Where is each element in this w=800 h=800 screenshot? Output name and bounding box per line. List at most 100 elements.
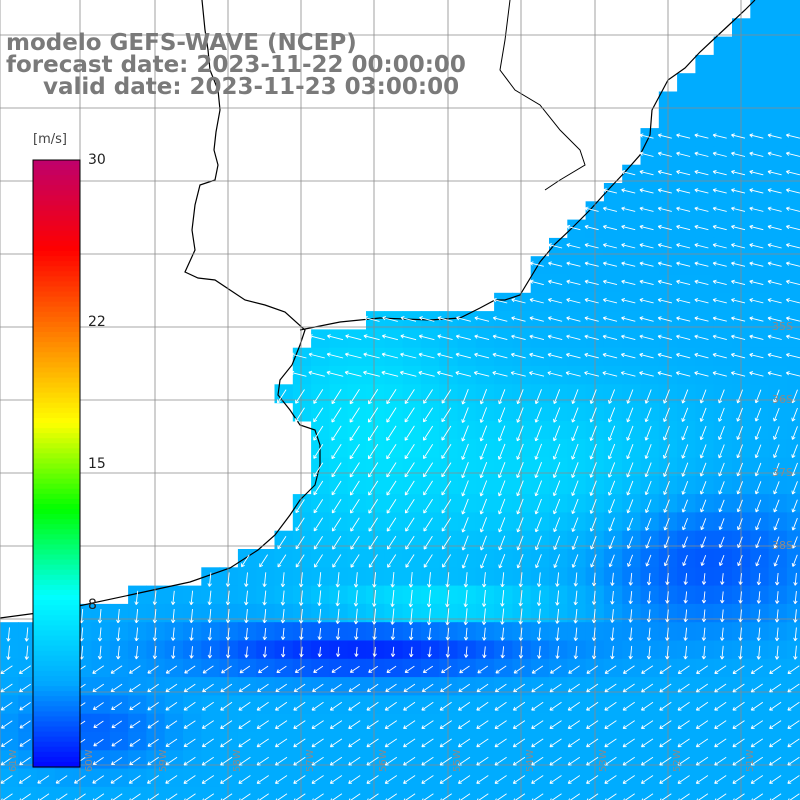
wind-arrow xyxy=(516,462,524,479)
wind-arrow xyxy=(207,609,212,624)
wind-arrow xyxy=(793,645,798,660)
wind-arrow xyxy=(518,572,523,588)
wind-arrow xyxy=(183,683,196,693)
wind-arrow xyxy=(604,775,617,784)
wind-arrow xyxy=(626,517,634,532)
speed-cell xyxy=(750,0,770,19)
speed-cell xyxy=(713,109,733,129)
wind-arrow xyxy=(354,628,359,640)
wind-arrow xyxy=(479,389,488,405)
wind-arrow xyxy=(479,462,488,479)
wind-arrow xyxy=(773,554,780,567)
wind-arrow xyxy=(461,480,469,497)
wind-arrow xyxy=(481,608,487,625)
wind-arrow xyxy=(111,720,123,729)
wind-arrow xyxy=(732,720,745,729)
wind-arrow xyxy=(749,279,764,286)
legend-label: 15 xyxy=(88,455,106,472)
wind-arrow xyxy=(573,608,578,624)
wind-arrow xyxy=(749,188,764,194)
wind-arrow xyxy=(311,738,324,748)
wind-arrow xyxy=(695,701,709,711)
wind-arrow xyxy=(92,775,105,784)
wind-arrow xyxy=(418,352,435,359)
wind-arrow xyxy=(220,793,233,800)
wind-arrow xyxy=(384,720,398,729)
wind-arrow xyxy=(311,756,324,766)
wind-arrow xyxy=(457,756,471,766)
wind-arrow xyxy=(621,279,636,286)
wind-arrow xyxy=(731,316,746,322)
wind-arrow xyxy=(769,793,782,800)
speed-cell xyxy=(786,677,800,696)
wind-arrow xyxy=(479,480,488,497)
wind-arrow xyxy=(730,352,746,359)
wind-arrow xyxy=(368,462,379,478)
wind-arrow xyxy=(220,775,233,784)
colorbar-segment xyxy=(33,478,80,485)
wind-arrow xyxy=(225,572,231,587)
wind-arrow xyxy=(494,756,507,766)
wind-arrow xyxy=(791,499,798,513)
wind-arrow xyxy=(421,775,434,784)
wind-arrow xyxy=(293,738,306,748)
wind-arrow xyxy=(492,316,508,322)
colorbar-segment xyxy=(33,544,80,551)
wind-arrow xyxy=(547,316,563,322)
wind-arrow xyxy=(731,224,746,231)
wind-arrow xyxy=(184,793,196,800)
colorbar-segment xyxy=(33,635,80,642)
wind-arrow xyxy=(202,665,214,674)
wind-arrow xyxy=(749,316,764,322)
wind-arrow xyxy=(754,389,762,404)
speed-cell xyxy=(786,347,800,367)
speed-cell xyxy=(768,109,788,129)
wind-arrow xyxy=(548,261,563,267)
speed-cell xyxy=(695,54,715,74)
wind-arrow xyxy=(390,572,395,588)
wind-arrow xyxy=(731,169,746,176)
wind-arrow xyxy=(755,518,762,531)
wind-arrow xyxy=(344,352,362,359)
wind-arrow xyxy=(348,683,361,692)
wind-arrow xyxy=(589,517,597,532)
wind-arrow xyxy=(586,683,599,693)
speed-cell xyxy=(640,786,660,800)
wind-arrow xyxy=(610,572,615,586)
colorbar-segment xyxy=(33,569,80,576)
wind-arrow xyxy=(604,701,617,711)
wind-arrow xyxy=(516,517,524,533)
wind-arrow xyxy=(257,683,269,693)
wind-arrow xyxy=(536,572,542,587)
wind-arrow xyxy=(111,702,123,711)
wind-arrow xyxy=(329,701,343,711)
wind-arrow xyxy=(555,590,560,606)
wind-arrow xyxy=(366,738,379,748)
colorbar-segment xyxy=(33,306,80,313)
colorbar-segment xyxy=(33,266,80,272)
wind-arrow xyxy=(718,426,725,441)
border-line xyxy=(499,0,586,191)
wind-arrow xyxy=(256,756,269,766)
wind-arrow xyxy=(461,535,469,551)
colorbar-segment xyxy=(33,392,80,399)
wind-arrow xyxy=(566,224,581,231)
wind-arrow xyxy=(785,371,800,377)
wind-arrow xyxy=(736,462,744,477)
speed-cell xyxy=(786,274,800,294)
wind-arrow xyxy=(134,627,139,642)
wind-arrow xyxy=(479,407,488,423)
wind-arrow xyxy=(773,518,780,531)
wind-arrow xyxy=(694,169,709,176)
wind-arrow xyxy=(183,756,196,766)
speed-cell xyxy=(695,109,715,129)
wind-arrow xyxy=(299,627,304,640)
wind-arrow xyxy=(553,535,561,551)
wind-arrow xyxy=(547,352,563,359)
wind-arrow xyxy=(755,499,762,513)
wind-arrow xyxy=(19,738,31,747)
wind-arrow xyxy=(262,646,268,658)
wind-arrow xyxy=(659,683,672,693)
speed-cell xyxy=(329,786,349,800)
